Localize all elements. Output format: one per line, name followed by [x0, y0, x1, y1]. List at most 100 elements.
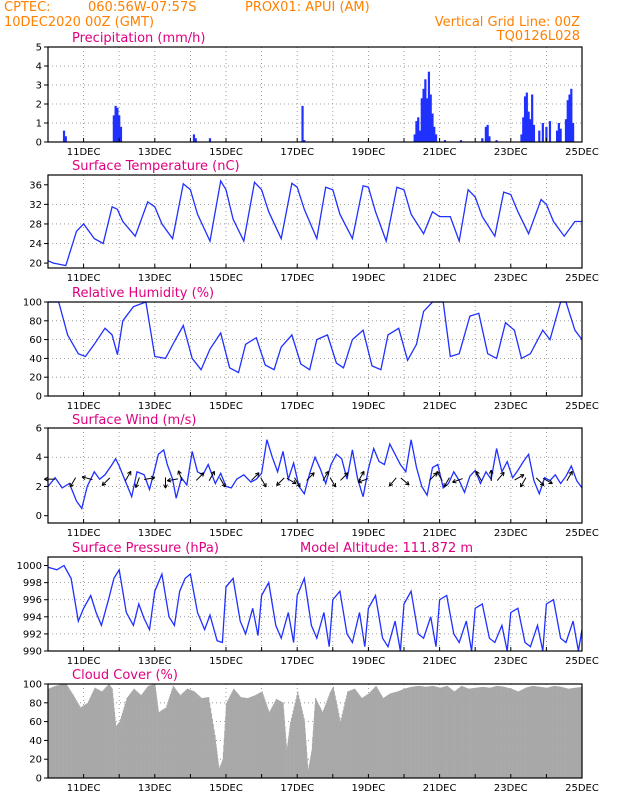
wind-arrow-head	[167, 480, 172, 483]
cloud-column	[432, 685, 434, 778]
cloud-column	[146, 687, 148, 778]
y-tick-label: 24	[29, 239, 42, 250]
wind-arrow-shaft	[81, 476, 93, 481]
cloud-column	[568, 688, 570, 778]
cloud-column	[392, 692, 394, 778]
cloud-column	[216, 747, 217, 778]
y-tick-label: 990	[23, 647, 42, 658]
cloud-column	[342, 710, 344, 778]
precip-bar	[529, 119, 532, 142]
cloud-column	[429, 686, 431, 778]
cloud-column	[258, 693, 260, 778]
cloud-column	[497, 685, 499, 778]
cloud-column	[339, 721, 342, 778]
cloud-column	[207, 697, 209, 778]
cloud-column	[344, 702, 346, 778]
cloud-column	[142, 692, 144, 778]
cloud-column	[452, 690, 454, 778]
cloud-column	[176, 690, 178, 778]
x-tick-label: 19DEC	[352, 273, 386, 284]
cloud-column	[303, 717, 305, 778]
cloud-column	[533, 686, 536, 778]
panel-title-precip: Precipitation (mm/h)	[72, 31, 205, 46]
cloud-column	[164, 708, 166, 778]
wind-arrow	[388, 477, 397, 487]
cloud-column	[320, 708, 322, 778]
cloud-column	[379, 693, 382, 778]
cloud-column	[448, 687, 450, 778]
wind-arrow-shaft	[329, 477, 336, 488]
x-tick-label: 13DEC	[138, 528, 172, 539]
cloud-column	[80, 706, 83, 778]
cloud-column	[455, 690, 457, 778]
cloud-column	[354, 688, 356, 778]
x-tick-label: 11DEC	[67, 273, 101, 284]
cloud-column	[346, 695, 348, 778]
cloud-column	[160, 711, 162, 778]
cloud-column	[61, 684, 63, 778]
cloud-column	[153, 684, 156, 778]
wind-arrow-head	[134, 483, 137, 488]
cloud-column	[323, 709, 325, 778]
y-tick-label: 32	[29, 200, 42, 211]
cloud-column	[468, 688, 471, 778]
cloud-column	[563, 687, 565, 778]
cloud-column	[439, 687, 441, 778]
cloud-column	[441, 687, 443, 778]
cloud-column	[72, 693, 74, 778]
x-tick-label: 11DEC	[67, 528, 101, 539]
cloud-column	[129, 693, 132, 778]
cloud-column	[528, 686, 530, 778]
precip-bar	[545, 126, 548, 142]
cloud-column	[267, 709, 270, 778]
cloud-column	[530, 686, 532, 778]
cloud-column	[294, 702, 296, 778]
cloud-column	[314, 711, 315, 778]
cloud-column	[490, 687, 492, 778]
y-tick-label: 40	[29, 354, 42, 365]
x-tick-label: 19DEC	[352, 783, 386, 794]
cloud-column	[151, 684, 153, 778]
cloud-column	[413, 686, 415, 778]
cloud-column	[559, 686, 561, 778]
precip-bar	[486, 124, 489, 142]
cloud-column	[328, 695, 330, 778]
panel-title-press: Surface Pressure (hPa)	[72, 541, 219, 556]
cloud-column	[372, 688, 375, 778]
cloud-column	[226, 702, 228, 778]
cloud-column	[263, 696, 265, 778]
cloud-column	[125, 701, 127, 778]
cloud-column	[355, 689, 357, 778]
cloud-column	[251, 696, 253, 778]
cloud-column	[123, 706, 125, 778]
wind-arrow-head	[135, 484, 140, 488]
cloud-column	[345, 699, 347, 778]
y-tick-label: 100	[23, 680, 42, 691]
cloud-column	[261, 691, 263, 778]
cloud-column	[223, 745, 225, 778]
cloud-column	[425, 686, 427, 778]
cloud-column	[353, 689, 355, 778]
cloud-column	[505, 687, 507, 778]
precip-bar	[557, 123, 560, 142]
cloud-column	[265, 701, 267, 778]
cloud-column	[313, 717, 315, 778]
cloud-column	[536, 686, 538, 778]
cloud-column	[220, 763, 222, 778]
precip-bar	[112, 115, 115, 142]
cloud-column	[182, 692, 184, 778]
cloud-column	[395, 691, 397, 778]
cloud-column	[186, 688, 189, 778]
cloud-column	[477, 687, 480, 778]
cloud-column	[473, 687, 475, 778]
wind-arrow-head	[44, 478, 49, 482]
cloud-column	[65, 684, 67, 778]
cloud-column	[120, 718, 122, 778]
cloud-column	[349, 690, 351, 778]
wind-arrow-head	[44, 476, 49, 480]
cloud-column	[546, 687, 548, 778]
cloud-column	[99, 690, 101, 778]
cloud-column	[577, 687, 579, 778]
cloud-column	[298, 695, 300, 778]
y-tick-label: 0	[36, 774, 42, 785]
